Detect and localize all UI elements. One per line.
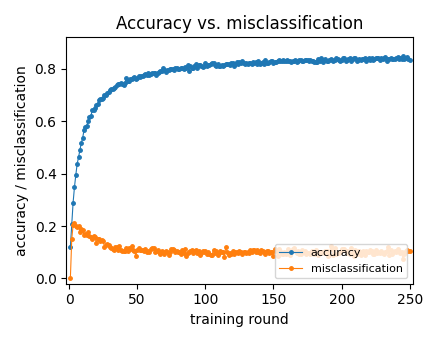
accuracy (302, 58, 307, 62)
X-axis label: training round: training round (190, 313, 289, 327)
Legend: accuracy, misclassification: accuracy, misclassification (275, 244, 407, 278)
accuracy (68, 245, 73, 249)
misclassification (304, 252, 309, 256)
accuracy (394, 56, 399, 60)
Title: Accuracy vs. misclassification: Accuracy vs. misclassification (116, 15, 363, 33)
accuracy (400, 54, 406, 58)
misclassification (68, 276, 73, 280)
accuracy (407, 57, 413, 62)
misclassification (205, 250, 211, 254)
Y-axis label: accuracy / misclassification: accuracy / misclassification (15, 65, 29, 256)
accuracy (204, 64, 209, 68)
accuracy (124, 76, 129, 80)
misclassification (125, 248, 130, 252)
misclassification (407, 249, 413, 253)
Line: misclassification: misclassification (69, 222, 412, 280)
accuracy (264, 61, 269, 65)
misclassification (395, 247, 400, 251)
misclassification (72, 221, 77, 225)
accuracy (208, 62, 213, 66)
misclassification (265, 249, 271, 253)
misclassification (209, 252, 215, 256)
Line: accuracy: accuracy (69, 55, 412, 249)
